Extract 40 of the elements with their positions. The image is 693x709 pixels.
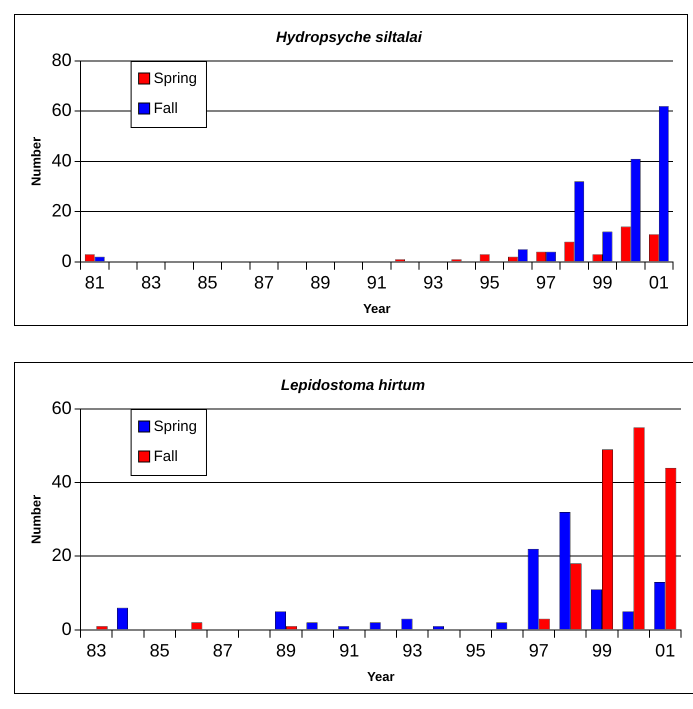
y-axis-title: Number	[28, 136, 44, 186]
x-axis-title: Year	[363, 300, 391, 316]
y-tick-label: 0	[62, 618, 72, 639]
legend-label: Spring	[154, 70, 197, 88]
x-tick-label: 99	[592, 272, 612, 293]
x-tick-label: 95	[480, 272, 500, 293]
y-axis-title: Number	[28, 494, 44, 544]
x-tick-label: 89	[276, 640, 296, 661]
x-tick-label: 93	[402, 640, 422, 661]
x-tick-label: 89	[310, 272, 330, 293]
x-tick-label: 85	[198, 272, 218, 293]
x-axis-title: Year	[367, 668, 395, 684]
x-tick-label: 01	[655, 640, 676, 661]
y-tick-label: 60	[52, 100, 72, 120]
y-tick-label: 0	[62, 250, 72, 271]
y-tick-label: 20	[52, 200, 72, 221]
x-tick-label: 93	[423, 272, 444, 293]
legend-label: Fall	[154, 100, 178, 118]
x-tick-label: 91	[339, 640, 360, 661]
y-tick-label: 20	[52, 545, 72, 566]
x-tick-label: 83	[86, 640, 106, 661]
x-tick-label: 81	[84, 272, 105, 293]
x-tick-label: 97	[528, 640, 549, 661]
legend-label: Fall	[154, 448, 178, 466]
chart-title: Hydropsyche siltalai	[276, 29, 423, 46]
x-tick-label: 91	[366, 272, 387, 293]
y-tick-label: 60	[52, 398, 72, 418]
x-tick-label: 85	[150, 640, 170, 661]
x-tick-label: 83	[141, 272, 162, 293]
x-tick-label: 95	[466, 640, 486, 661]
x-tick-label: 87	[212, 640, 233, 661]
y-tick-label: 40	[52, 472, 72, 492]
legend-label: Spring	[154, 418, 197, 436]
x-tick-label: 99	[592, 640, 612, 661]
chart-title: Lepidostoma hirtum	[280, 377, 426, 394]
y-tick-label: 80	[52, 50, 72, 70]
y-tick-label: 40	[52, 150, 72, 170]
x-tick-label: 87	[254, 272, 274, 293]
x-tick-label: 97	[536, 272, 556, 293]
x-tick-label: 01	[648, 272, 669, 293]
